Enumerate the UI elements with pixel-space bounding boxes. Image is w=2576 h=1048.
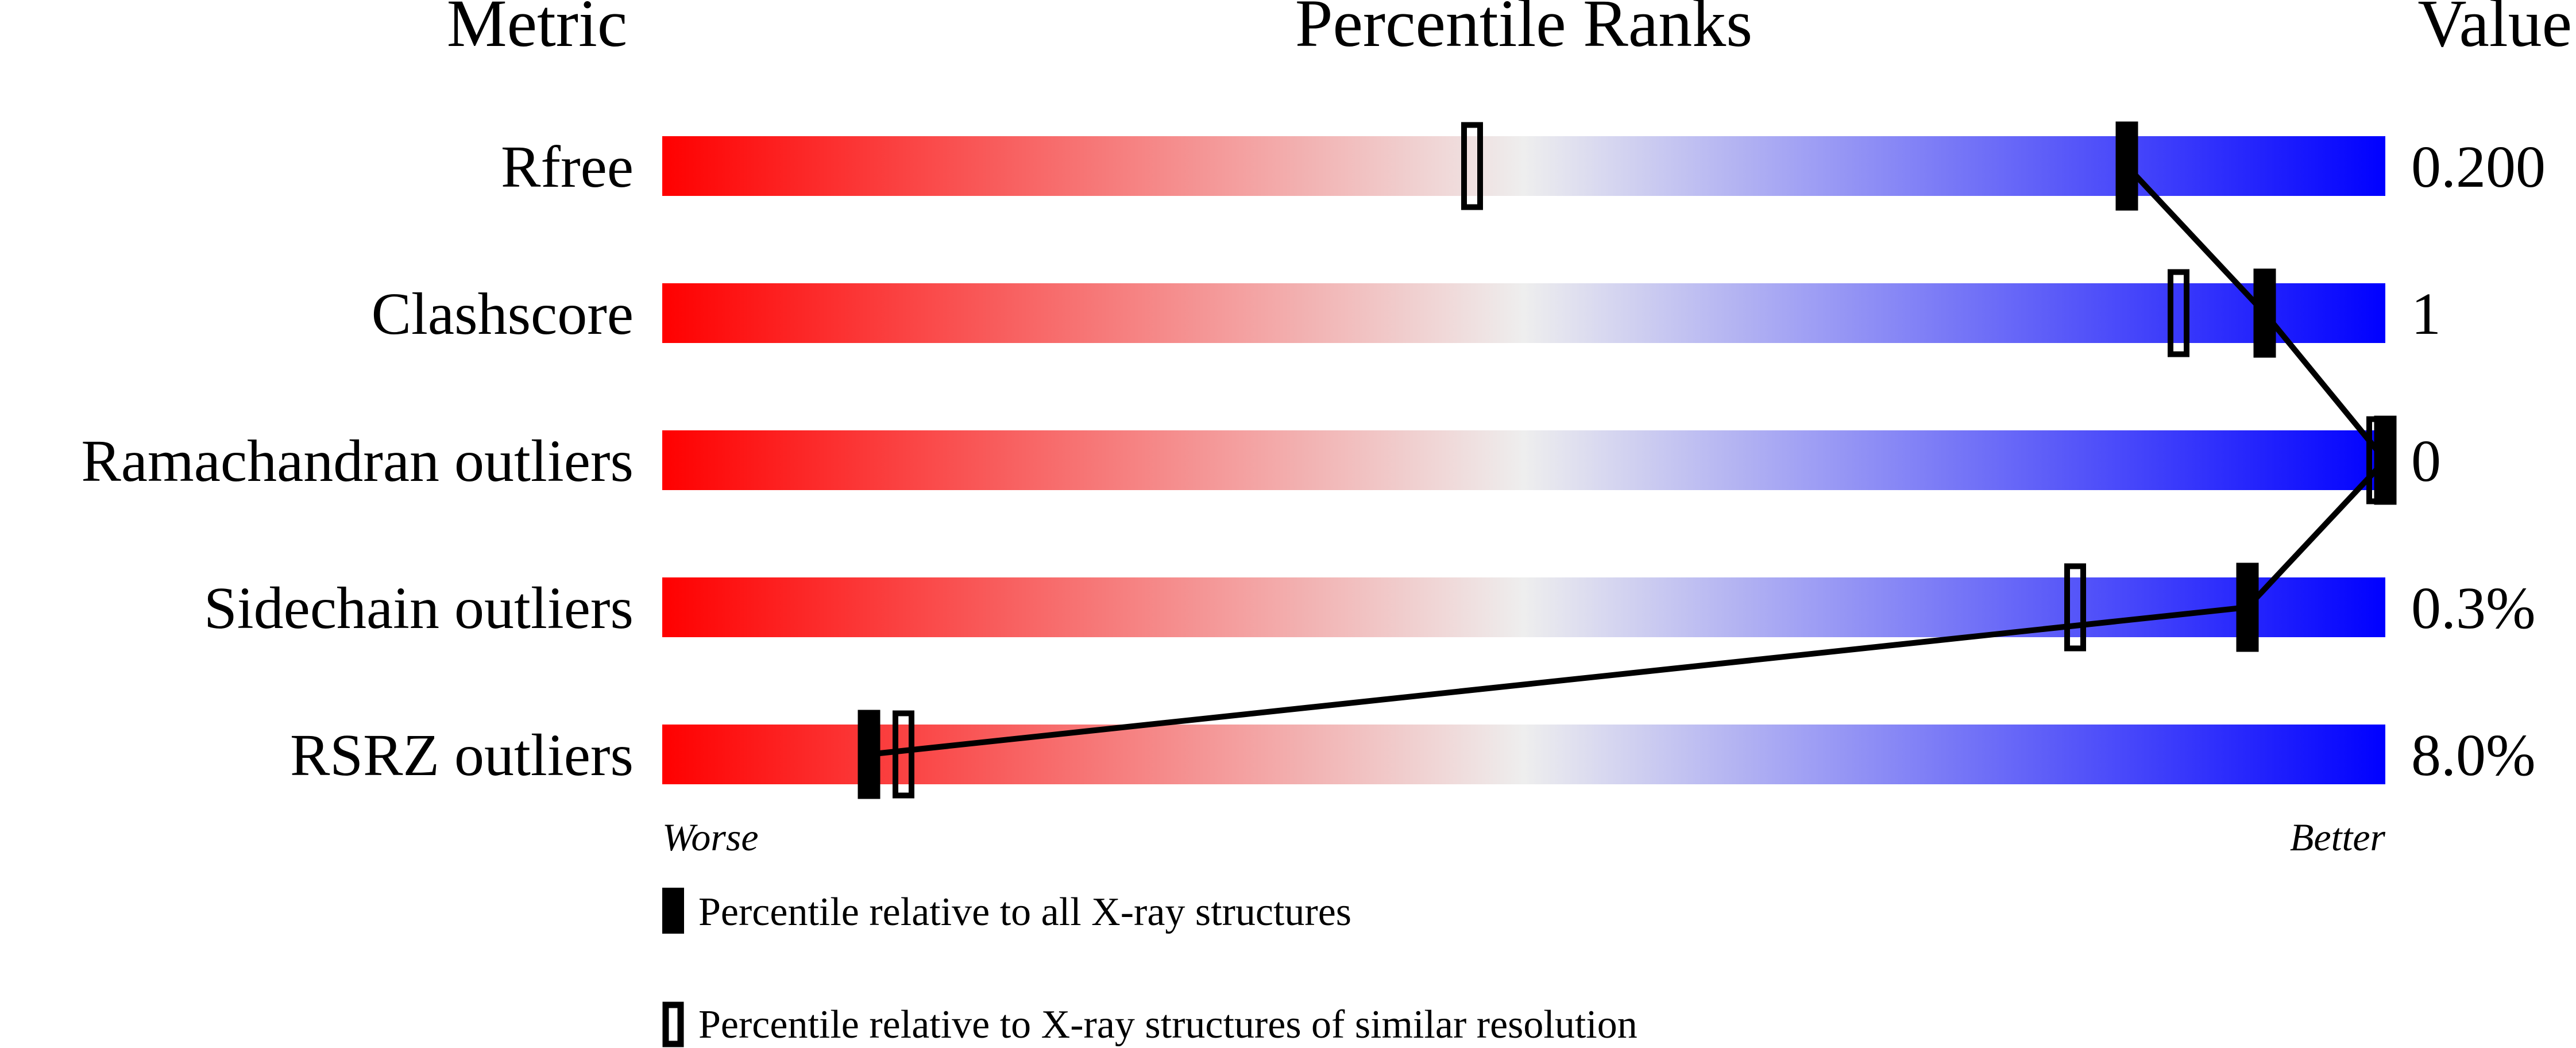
axis-label-worse: Worse (662, 815, 759, 859)
marker-all-ramachandran-outliers (2374, 415, 2397, 505)
metric-label-rfree: Rfree (501, 134, 634, 200)
marker-similar-clashscore (2168, 269, 2189, 357)
percentile-bar-rfree (662, 136, 2385, 196)
metric-label-sidechain-outliers: Sidechain outliers (204, 575, 634, 641)
legend-filled-marker-icon (662, 888, 684, 934)
percentile-bar-clashscore (662, 283, 2385, 343)
metric-value-clashscore: 1 (2411, 281, 2441, 347)
marker-all-rfree (2115, 121, 2138, 211)
axis-label-better: Better (2290, 815, 2386, 859)
header-metric: Metric (447, 0, 628, 61)
metric-value-rfree: 0.200 (2411, 134, 2546, 200)
metric-value-ramachandran-outliers: 0 (2411, 428, 2441, 494)
legend-label-all: Percentile relative to all X-ray structu… (698, 890, 1351, 934)
header-value: Value (2417, 0, 2572, 61)
metric-label-ramachandran-outliers: Ramachandran outliers (81, 428, 634, 494)
percentile-bar-ramachandran-outliers (662, 430, 2385, 490)
metric-value-sidechain-outliers: 0.3% (2411, 575, 2536, 641)
percentile-bar-sidechain-outliers (662, 577, 2385, 637)
header-percentile-ranks: Percentile Ranks (1295, 0, 1752, 61)
marker-all-rsrz-outliers (858, 710, 880, 799)
marker-all-sidechain-outliers (2236, 562, 2259, 652)
metric-value-rsrz-outliers: 8.0% (2411, 722, 2536, 788)
legend-open-marker-icon (662, 1001, 684, 1047)
metric-label-rsrz-outliers: RSRZ outliers (290, 722, 634, 788)
marker-all-clashscore (2253, 268, 2276, 358)
marker-similar-sidechain-outliers (2064, 563, 2086, 652)
metric-label-clashscore: Clashscore (372, 281, 634, 347)
percentile-bar-rsrz-outliers (662, 725, 2385, 784)
marker-similar-rsrz-outliers (893, 710, 914, 799)
marker-similar-rfree (1461, 122, 1483, 210)
legend-label-similar: Percentile relative to X-ray structures … (698, 1003, 1637, 1047)
